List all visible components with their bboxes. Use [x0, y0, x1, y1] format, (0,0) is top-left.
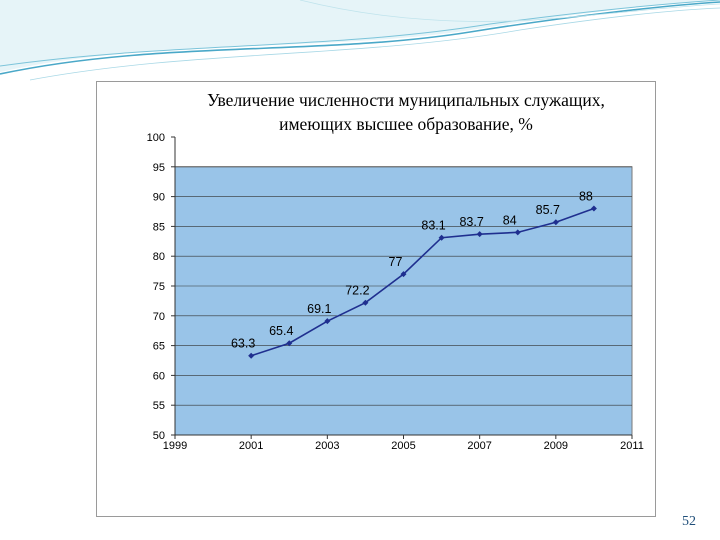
x-tick-label: 2007 — [467, 440, 491, 452]
data-label: 83.7 — [459, 215, 483, 229]
data-label: 77 — [389, 255, 403, 269]
x-tick-label: 2005 — [391, 440, 415, 452]
data-point — [514, 229, 521, 236]
x-tick-label: 2009 — [544, 440, 568, 452]
y-tick-label: 75 — [153, 281, 165, 293]
data-point — [248, 352, 255, 359]
y-tick-label: 55 — [153, 400, 165, 412]
data-point — [400, 271, 407, 278]
data-label: 84 — [503, 213, 517, 227]
series-line-0 — [250, 207, 595, 357]
data-label: 83.1 — [421, 219, 445, 233]
chart-title: Увеличение численности муниципальных слу… — [207, 90, 605, 134]
x-tick-label: 2003 — [315, 440, 339, 452]
data-point — [362, 299, 369, 306]
data-label: 88 — [579, 190, 593, 204]
x-tick-label: 1999 — [163, 440, 187, 452]
data-point — [438, 234, 445, 241]
y-tick-label: 65 — [153, 341, 165, 353]
data-label: 72.2 — [345, 284, 369, 298]
wave-line-1 — [0, 1, 720, 75]
y-tick-label: 90 — [153, 192, 165, 204]
y-tick-label: 80 — [153, 251, 165, 263]
y-tick-label: 95 — [153, 162, 165, 174]
wave-line-2 — [0, 0, 720, 67]
data-label: 65.4 — [269, 324, 293, 338]
wave-line-3 — [29, 7, 720, 81]
x-tick-label: 2011 — [620, 440, 644, 452]
y-tick-label: 70 — [153, 311, 165, 323]
x-tick-label: 2001 — [239, 440, 263, 452]
y-tick-label: 100 — [147, 132, 165, 144]
data-point — [324, 318, 331, 325]
data-point — [552, 219, 559, 226]
plot-background — [174, 166, 633, 436]
data-point — [476, 231, 483, 238]
page-number: 52 — [682, 514, 696, 529]
y-tick-label: 85 — [153, 221, 165, 233]
slide-wave-decoration — [0, 0, 720, 81]
data-point — [590, 205, 597, 212]
data-label: 85.7 — [536, 203, 560, 217]
data-point — [286, 340, 293, 347]
data-label: 69.1 — [307, 302, 331, 316]
wave-line-4 — [299, 0, 720, 22]
y-tick-label: 60 — [153, 370, 165, 382]
y-tick-label: 50 — [153, 430, 165, 442]
data-label: 63.3 — [231, 337, 255, 351]
